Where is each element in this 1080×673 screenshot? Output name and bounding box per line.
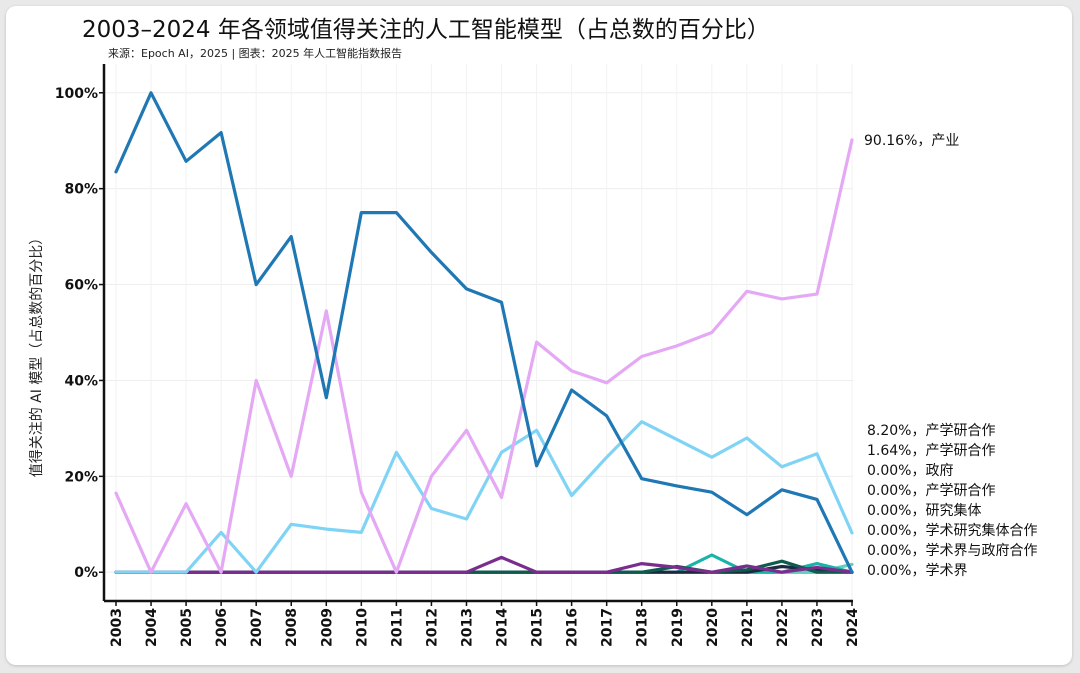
series-lines [114, 91, 854, 574]
x-tick-label: 2020 [705, 608, 721, 647]
x-tick-label: 2011 [389, 608, 405, 647]
x-tick-label: 2021 [740, 608, 756, 647]
end-label: 1.64%，产学研合作 [867, 443, 995, 459]
x-tick-label: 2004 [144, 608, 160, 647]
end-label: 0.00%，学术界与政府合作 [867, 543, 1037, 559]
x-tick-label: 2009 [319, 608, 335, 647]
x-tick-label: 2008 [284, 608, 300, 647]
x-tick-label: 2012 [424, 608, 440, 647]
axes [99, 64, 853, 606]
end-label: 90.16%，产业 [864, 133, 959, 149]
x-tick-label: 2006 [214, 608, 230, 647]
x-tick-label: 2017 [600, 608, 616, 647]
series-line [114, 91, 854, 574]
y-tick-label: 80% [64, 182, 98, 198]
x-tick-label: 2013 [459, 608, 475, 647]
x-tick-label: 2005 [179, 608, 195, 647]
x-tick-label: 2018 [635, 608, 651, 647]
y-tick-label: 20% [64, 469, 98, 485]
x-tick-label: 2010 [354, 608, 370, 647]
x-tick-label: 2016 [565, 608, 581, 647]
end-label: 0.00%，政府 [867, 463, 953, 479]
y-tick-label: 0% [74, 565, 98, 581]
y-tick-label: 60% [64, 278, 98, 294]
end-label: 0.00%，产学研合作 [867, 483, 995, 499]
x-tick-label: 2023 [810, 608, 826, 647]
chart-subtitle: 来源：Epoch AI，2025 | 图表：2025 年人工智能指数报告 [108, 47, 403, 60]
end-labels: 90.16%，产业 8.20%，产学研合作 1.64%，产学研合作 0.00%，政府 0… [864, 133, 1037, 579]
gridlines [104, 64, 853, 601]
end-label: 0.00%，学术研究集体合作 [867, 522, 1037, 539]
y-tick-labels: 0% 20% 40% 60% 80% 100% [55, 86, 98, 581]
x-tick-label: 2019 [670, 608, 686, 647]
x-tick-label: 2014 [495, 608, 511, 647]
end-label: 8.20%，产学研合作 [867, 423, 995, 439]
x-tick-label: 2015 [530, 608, 546, 647]
chart-card [6, 6, 1072, 665]
end-label: 0.00%，研究集体 [867, 502, 981, 519]
series-line [114, 555, 854, 574]
x-tick-label: 2024 [845, 608, 861, 647]
y-tick-label: 100% [55, 86, 98, 102]
x-tick-label: 2022 [775, 608, 791, 647]
y-tick-label: 40% [64, 373, 98, 389]
x-tick-label: 2007 [249, 608, 265, 647]
series-line [114, 420, 854, 574]
end-label: 0.00%，学术界 [867, 563, 967, 579]
series-line [114, 138, 854, 574]
x-tick-label: 2003 [109, 608, 125, 647]
x-tick-labels: 2003 2004 2005 2006 2007 2008 2009 2010 2011 2012… [109, 608, 861, 647]
chart-title: 2003–2024 年各领域值得关注的人工智能模型（占总数的百分比） [82, 17, 770, 43]
